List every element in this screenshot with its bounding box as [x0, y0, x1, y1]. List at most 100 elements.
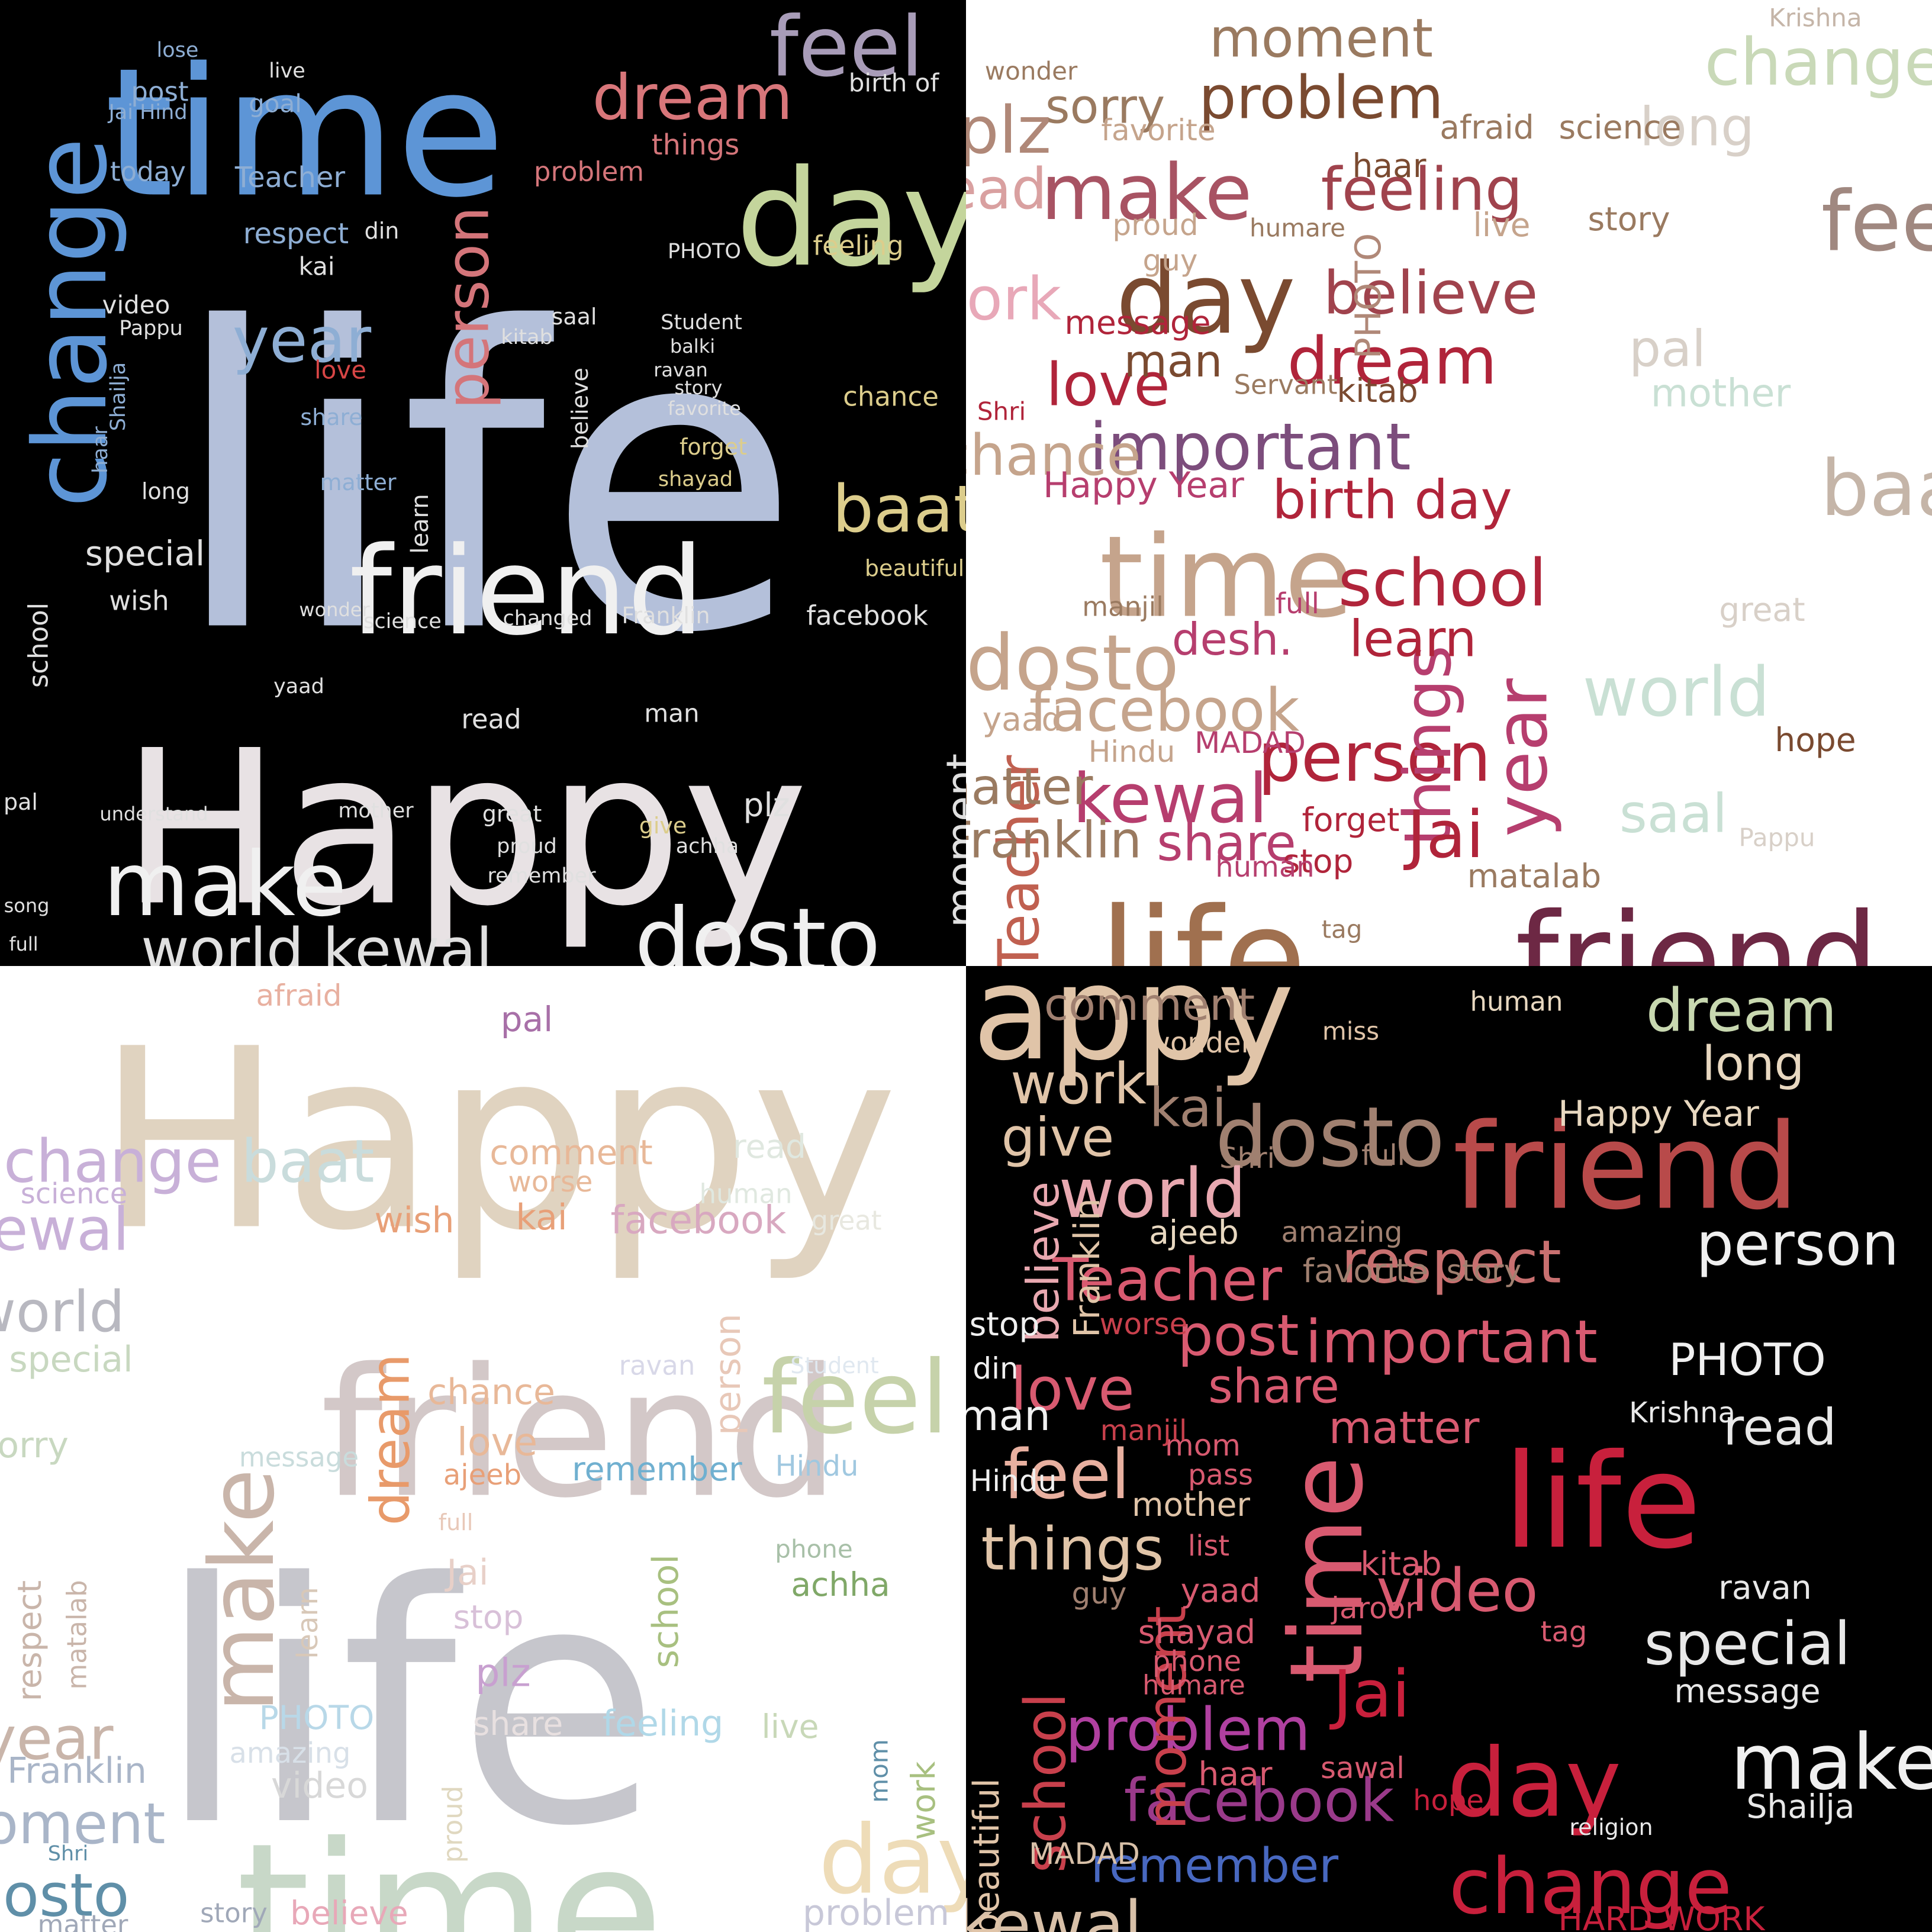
cloud-word: lose: [157, 38, 199, 62]
cloud-word: change: [12, 137, 130, 508]
cloud-word: problem: [1065, 1695, 1310, 1764]
cloud-word: Krishna: [1769, 4, 1862, 33]
cloud-word: time: [236, 1803, 664, 1932]
cloud-word: learn: [291, 1587, 324, 1659]
cloud-word: din: [365, 218, 400, 244]
cloud-word: haar: [1353, 147, 1427, 185]
cloud-word: today: [110, 156, 186, 188]
cloud-word: miss: [1322, 1017, 1379, 1046]
cloud-word: kewal: [966, 1887, 1142, 1932]
cloud-word: facebook: [1029, 676, 1300, 745]
cloud-word: full: [9, 933, 38, 955]
cloud-word: goal: [249, 89, 302, 118]
cloud-word: day: [1447, 1728, 1621, 1838]
cloud-word: person: [1258, 718, 1491, 797]
cloud-word: great: [812, 1205, 882, 1237]
cloud-word: long: [1702, 1036, 1805, 1091]
cloud-word: day: [1116, 242, 1296, 356]
cloud-word: respect: [11, 1580, 49, 1701]
cloud-word: haar: [1199, 1755, 1273, 1793]
cloud-word: year: [1482, 678, 1564, 836]
cloud-word: dream: [360, 1354, 422, 1525]
cloud-word: human: [1215, 851, 1314, 884]
cloud-word: share: [1208, 1359, 1339, 1414]
cloud-word: matter: [1329, 1402, 1480, 1454]
cloud-word: baat: [241, 1127, 374, 1196]
cloud-word: share: [1157, 814, 1296, 873]
cloud-word: afraid: [256, 978, 342, 1013]
cloud-word: story: [1447, 1254, 1521, 1288]
cloud-word: Jai: [1329, 1656, 1410, 1732]
cloud-word: worse: [508, 1165, 593, 1199]
cloud-word: message: [1674, 1672, 1820, 1710]
cloud-word: Servant: [1234, 369, 1337, 401]
cloud-word: ravan: [619, 1350, 695, 1382]
cloud-word: Happy: [966, 966, 1295, 1089]
cloud-word: Shri: [1219, 1142, 1275, 1175]
cloud-word: feel: [762, 1339, 949, 1457]
cloud-word: Teacher: [987, 755, 1052, 966]
cloud-word: religion: [1569, 1814, 1653, 1840]
cloud-word: live: [269, 59, 305, 83]
cloud-word: mom: [865, 1739, 894, 1803]
cloud-word: human: [700, 1178, 793, 1210]
cloud-word: tag: [1541, 1615, 1588, 1648]
cloud-word: saal: [552, 304, 597, 330]
cloud-word: science: [21, 1177, 128, 1210]
cloud-word: important: [1089, 409, 1411, 485]
cloud-word: things: [1390, 645, 1466, 846]
cloud-word: Jai: [1403, 797, 1484, 872]
cloud-word: moment: [938, 754, 966, 928]
cloud-word: MADAD: [1194, 726, 1306, 760]
cloud-word: list: [1188, 1530, 1230, 1563]
cloud-word: humare: [1142, 1670, 1245, 1701]
cloud-word: friend: [1453, 1099, 1799, 1237]
cloud-word: wish: [374, 1200, 454, 1241]
cloud-word: moment: [0, 1792, 166, 1857]
cloud-word: work: [1010, 1052, 1147, 1117]
cloud-word: feeling: [603, 1703, 723, 1744]
cloud-word: friend: [1515, 887, 1879, 967]
cloud-word: special: [1644, 1609, 1851, 1679]
cloud-word: world kewal: [141, 916, 492, 967]
cloud-word: message: [239, 1442, 359, 1473]
cloud-word: human: [1470, 986, 1563, 1017]
cloud-word: saal: [1619, 783, 1727, 845]
cloud-word: dream: [1646, 976, 1837, 1045]
cloud-word: amazing: [1281, 1216, 1402, 1249]
cloud-word: problem: [803, 1892, 949, 1932]
cloud-word: man: [966, 1392, 1051, 1440]
cloud-word: Franklin: [1067, 1198, 1108, 1338]
wordcloud-panel-top-right: life friend time day make important dosto kewal…: [966, 0, 1932, 966]
cloud-word: video: [271, 1765, 368, 1807]
cloud-word: live: [1473, 206, 1531, 244]
cloud-word: pal: [1629, 320, 1706, 379]
cloud-word: believe: [290, 1894, 408, 1932]
cloud-word: Student: [661, 311, 742, 334]
cloud-word: guy: [1142, 243, 1197, 278]
cloud-word: afraid: [1440, 108, 1534, 146]
cloud-word: Happy: [96, 996, 899, 1286]
cloud-word: Pappu: [1738, 823, 1815, 852]
cloud-word: change: [4, 1127, 221, 1196]
cloud-word: Pappu: [119, 317, 183, 340]
cloud-word: wonder: [1147, 1026, 1253, 1060]
cloud-word: kitab: [1360, 1545, 1441, 1583]
cloud-word: time: [1099, 512, 1353, 643]
cloud-word: make: [103, 833, 347, 936]
cloud-word: full: [439, 1509, 474, 1535]
cloud-word: tag: [1322, 915, 1363, 944]
cloud-word: respect: [243, 217, 349, 250]
cloud-word: year: [233, 304, 372, 376]
cloud-word: changed: [503, 607, 592, 630]
cloud-word: din: [973, 1351, 1018, 1386]
cloud-word: change: [1449, 1841, 1732, 1931]
cloud-word: long: [1640, 96, 1754, 159]
cloud-word: amazing: [229, 1737, 350, 1770]
cloud-word: school: [645, 1554, 687, 1668]
cloud-word: Hindu: [1089, 735, 1176, 769]
cloud-word: life: [1503, 1426, 1701, 1577]
cloud-word: story: [200, 1898, 268, 1929]
cloud-word: jaroor: [1331, 1591, 1418, 1625]
